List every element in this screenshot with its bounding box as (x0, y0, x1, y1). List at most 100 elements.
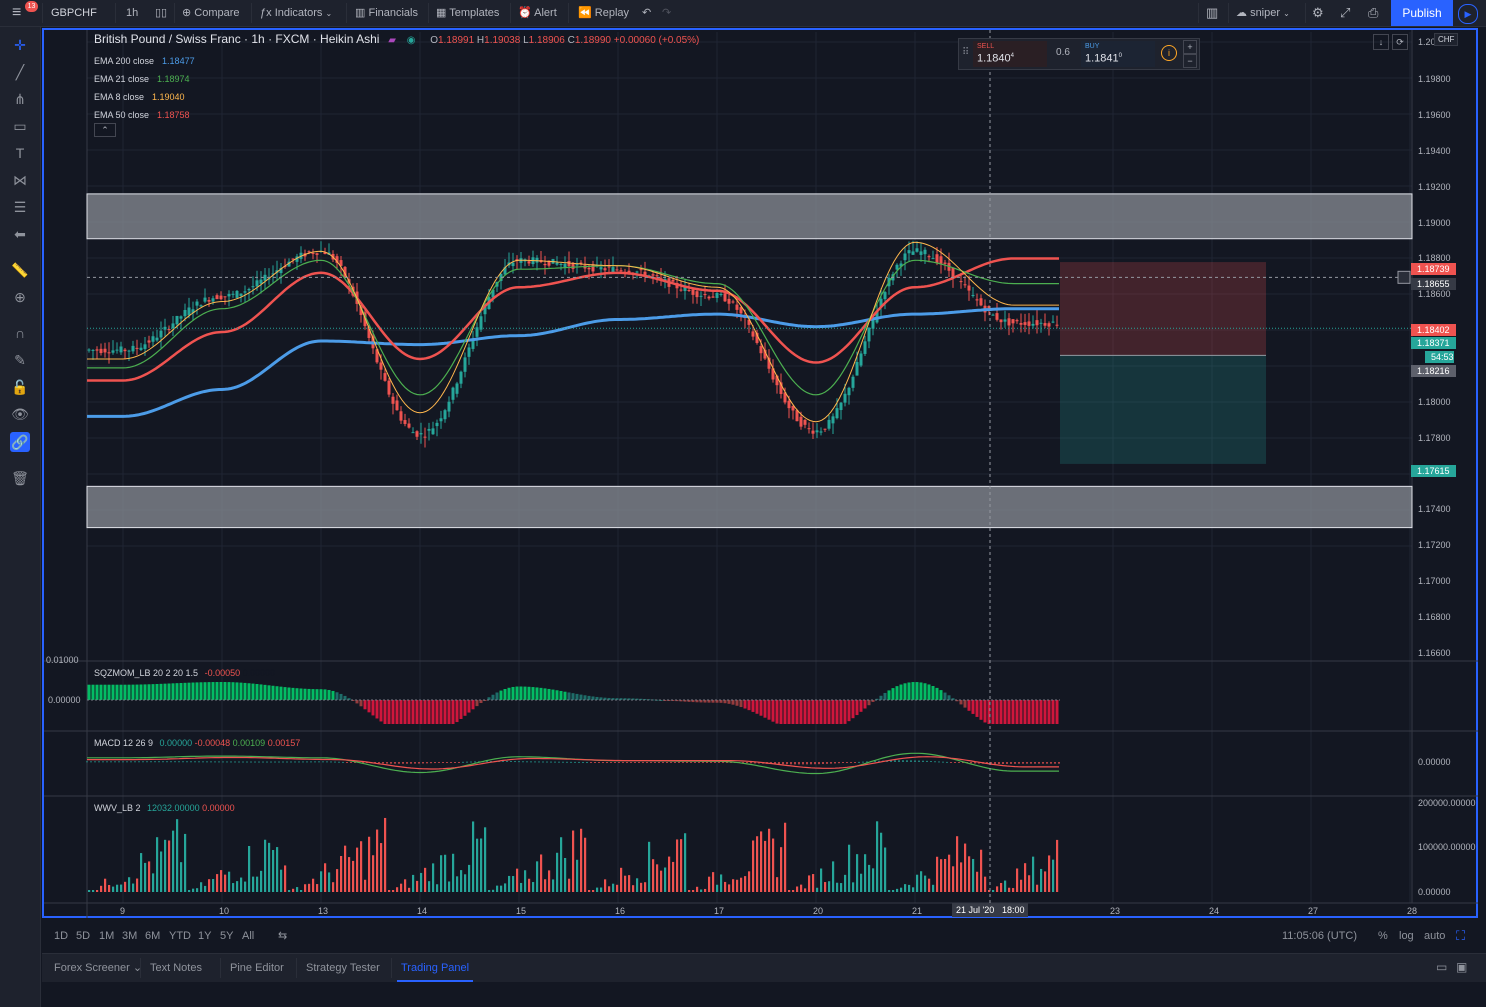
trend-line-icon[interactable]: ╱ (15, 64, 25, 80)
ema-value: 1.18758 (157, 110, 190, 120)
wwv-legend: WWV_LB 2 12032.00000 0.00000 (94, 803, 235, 813)
tab-divider (296, 958, 297, 978)
cloud-icon: ☁ (1236, 7, 1247, 19)
publish-button[interactable]: Publish (1391, 0, 1453, 26)
maximize-icon[interactable]: ▣ (1456, 960, 1468, 974)
tab-trading-panel[interactable]: Trading Panel (397, 954, 474, 982)
layout-grid-icon[interactable]: ▥ (1206, 5, 1219, 20)
plus-icon[interactable]: + (1183, 40, 1197, 54)
drag-handle-icon[interactable]: ⠿ (962, 47, 970, 58)
scale-icon[interactable]: ⛶ (1456, 928, 1466, 943)
ema-legend-row[interactable]: EMA 8 close 1.19040 (94, 88, 195, 106)
tab-strategy-tester[interactable]: Strategy Tester (306, 962, 380, 974)
ohlc-high: 1.19038 (484, 35, 521, 46)
symbol-title[interactable]: British Pound / Swiss Franc · 1h · FXCM … (94, 32, 380, 46)
forecast-icon[interactable]: ☰ (13, 199, 27, 215)
interval-selector[interactable]: 1h (126, 7, 139, 19)
refresh-icon[interactable]: ⟳ (1392, 34, 1408, 50)
ema-legend-row[interactable]: EMA 21 close 1.18974 (94, 70, 195, 88)
lock-icon[interactable]: 🔓 (11, 379, 29, 395)
ohlc-c-label: C (567, 35, 575, 46)
auto-toggle[interactable]: auto (1424, 930, 1446, 942)
layout-name: sniper (1250, 7, 1281, 19)
ohlc-open: 1.18991 (437, 35, 475, 46)
zoom-icon[interactable]: ⊕ (14, 289, 26, 305)
templates-label: Templates (449, 7, 500, 19)
alarm-clock-icon: ⏰ (518, 7, 532, 19)
range-button-5y[interactable]: 5Y (220, 930, 234, 942)
undo-icon[interactable]: ↶ (642, 7, 652, 19)
magnet-icon[interactable]: ∩ (14, 325, 26, 341)
ema-label: EMA 21 close (94, 74, 150, 84)
alert-button[interactable]: ⏰ Alert (518, 0, 557, 26)
range-button-3m[interactable]: 3M (122, 930, 138, 942)
range-button-ytd[interactable]: YTD (169, 930, 191, 942)
indicators-button[interactable]: ƒx Indicators ⌄ (260, 0, 332, 26)
minus-icon[interactable]: − (1183, 54, 1197, 68)
financials-button[interactable]: ▥ Financials (355, 0, 418, 26)
macd-label: MACD 12 26 9 (94, 738, 154, 748)
crosshair-icon[interactable]: ✛ (14, 37, 26, 53)
ema-legend-row[interactable]: EMA 200 close 1.18477 (94, 52, 195, 70)
camera-icon[interactable]: ⎙ (1368, 5, 1379, 20)
settings-gear-icon[interactable]: ⚙ (1312, 5, 1324, 20)
eye-icon[interactable]: 👁 (11, 406, 29, 422)
pencil-lock-icon[interactable]: ✎ (14, 352, 26, 368)
compare-button[interactable]: ⊕ Compare (182, 0, 240, 26)
flag-icon[interactable]: ▰ (388, 35, 396, 46)
clock[interactable]: 11:05:06 (UTC) (1282, 930, 1357, 942)
templates-button[interactable]: ▦ Templates (436, 0, 499, 26)
range-button-1y[interactable]: 1Y (198, 930, 212, 942)
ohlc-o-label: O (430, 35, 438, 46)
sell-price-pip: 4 (1010, 53, 1014, 59)
link-icon[interactable]: 🔗 (10, 432, 30, 452)
sell-button[interactable]: SELL 1.18404 (973, 41, 1047, 67)
play-circle-icon[interactable]: ▶ (1458, 4, 1478, 24)
ruler-icon[interactable]: 📏 (11, 262, 29, 278)
range-button-all[interactable]: All (242, 930, 255, 942)
info-icon[interactable]: i (1161, 45, 1177, 61)
fullscreen-icon[interactable]: ⤢ (1340, 5, 1351, 20)
macd-signal: 0.00157 (267, 738, 301, 748)
pattern-icon[interactable]: ⋈ (13, 172, 27, 188)
templates-icon: ▦ (436, 7, 447, 19)
divider (1228, 3, 1229, 23)
redo-icon[interactable]: ↷ (662, 7, 672, 19)
divider (346, 3, 347, 23)
chevron-down-icon: ⌄ (1283, 9, 1290, 18)
divider (42, 3, 43, 23)
range-bar: 1D 5D 1M 3M 6M YTD 1Y 5Y All ⇆ 11:05:06 (UTC) % … (42, 924, 1486, 948)
sell-price: 1.1840 (977, 52, 1011, 65)
pitchfork-icon[interactable]: ⋔ (14, 91, 26, 107)
layout-selector[interactable]: ☁ sniper ⌄ (1236, 0, 1290, 26)
rectangle-icon[interactable]: ▭ (13, 118, 27, 134)
range-button-1m[interactable]: 1M (99, 930, 115, 942)
ema-legend-row[interactable]: EMA 50 close 1.18758 (94, 106, 195, 124)
text-icon[interactable]: T (15, 145, 25, 161)
back-arrow-icon[interactable]: ⬅ (14, 226, 26, 242)
replay-label: Replay (594, 7, 630, 19)
symbol-search[interactable]: GBPCHF (51, 7, 97, 19)
ohlc-close: 1.18990 (574, 35, 611, 46)
trash-icon[interactable]: 🗑 (11, 470, 29, 486)
range-button-5d[interactable]: 5D (76, 930, 91, 942)
goto-date-icon[interactable]: ⇆ (278, 930, 288, 942)
tab-text-notes[interactable]: Text Notes (150, 962, 202, 974)
wwv-value: 12032.00000 (147, 803, 200, 813)
ema-value: 1.19040 (152, 92, 185, 102)
tab-forex-screener[interactable]: Forex Screener ⌄ (54, 962, 143, 974)
candle-type-icon[interactable]: ▯▯ (155, 7, 168, 19)
ema-label: EMA 8 close (94, 92, 145, 102)
percent-toggle[interactable]: % (1378, 930, 1388, 942)
tab-pine-editor[interactable]: Pine Editor (230, 962, 284, 974)
range-button-6m[interactable]: 6M (145, 930, 161, 942)
buy-button[interactable]: BUY 1.18410 (1081, 41, 1155, 67)
minimize-icon[interactable]: ▭ (1436, 960, 1448, 974)
menu-icon[interactable]: ≡ (12, 4, 22, 21)
download-icon[interactable]: ↓ (1373, 34, 1389, 50)
range-button-1d[interactable]: 1D (54, 930, 69, 942)
ohlc-l-label: L (523, 35, 529, 46)
collapse-legend-icon[interactable]: ⌃ (94, 123, 116, 137)
replay-button[interactable]: ⏪ Replay (578, 0, 629, 26)
log-toggle[interactable]: log (1399, 930, 1414, 942)
